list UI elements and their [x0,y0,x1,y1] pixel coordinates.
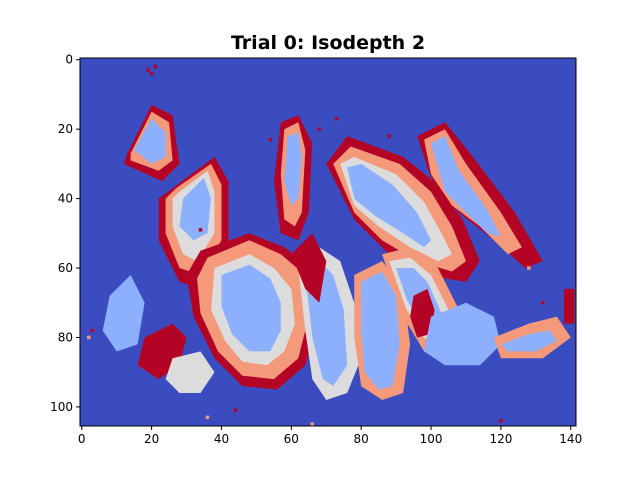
heatmap-cell-1 [153,64,157,69]
x-tick-label: 100 [420,432,443,446]
heatmap-cell-16 [541,301,545,305]
x-tick-label: 20 [144,432,159,446]
plot-area [79,57,577,427]
y-tick-label: 40 [58,192,73,206]
y-tick-label: 60 [58,261,73,275]
y-tick-label: 80 [58,330,73,344]
heatmap-cell-13 [87,335,91,340]
x-tick-label: 0 [78,432,86,446]
heatmap-region-6 [179,177,211,241]
chart-title: Trial 0: Isodepth 2 [231,32,425,54]
x-tick-label: 80 [354,432,369,446]
heatmap-region-32 [165,351,215,393]
heatmap-region-20 [221,264,281,352]
heatmap-region-25 [361,271,400,390]
heatmap-cell-8 [233,408,238,413]
y-axis: 0 20 40 60 80 100 [50,53,80,414]
x-tick-label: 40 [214,432,229,446]
x-tick-label: 120 [489,432,512,446]
heatmap-region-13 [347,163,431,248]
y-tick-label: 0 [65,53,73,67]
x-tick-label: 60 [284,432,299,446]
heatmap-region-9 [284,132,302,206]
x-axis: 0 20 40 60 80 100 120 140 [78,426,582,446]
heatmap-cell-4 [268,137,273,142]
heatmap-region-16 [431,136,501,237]
heatmap-region-2 [134,118,166,164]
heatmap-specks [87,64,545,426]
heatmap-cell-5 [317,127,321,131]
plot-frame [79,57,577,427]
heatmap-cell-3 [198,228,203,232]
heatmap-region-30 [424,302,501,366]
heatmap-cell-9 [499,419,503,423]
heatmap-cell-7 [387,134,391,138]
heatmap-regions [102,104,575,400]
heatmap-cell-11 [205,415,210,420]
heatmap-region-33 [102,275,145,352]
heatmap-cell-2 [149,71,154,76]
y-tick-label: 100 [50,400,73,414]
heatmap-region-23 [291,233,327,303]
heatmap-cell-10 [310,422,314,426]
heatmap-cell-15 [527,266,531,270]
heatmap-region-36 [563,288,575,324]
heatmap-cell-0 [146,68,150,72]
heatmap-region-35 [500,330,557,352]
heatmap-cell-14 [520,259,524,263]
heatmap-region-29 [410,288,435,338]
heatmap-cell-6 [335,117,339,121]
heatmap-cell-12 [90,328,94,333]
y-tick-label: 20 [58,122,73,136]
x-tick-label: 140 [559,432,582,446]
